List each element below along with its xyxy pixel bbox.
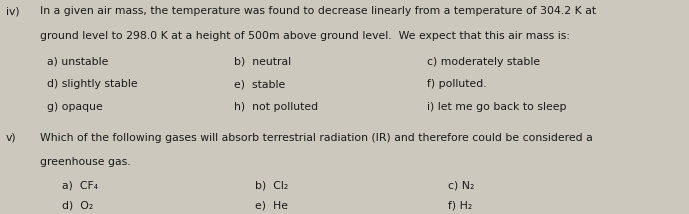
Text: c) moderately stable: c) moderately stable [427,57,540,67]
Text: h)  not polluted: h) not polluted [234,102,318,112]
Text: a)  CF₄: a) CF₄ [62,181,98,191]
Text: Which of the following gases will absorb terrestrial radiation (IR) and therefor: Which of the following gases will absorb… [40,133,593,143]
Text: g) opaque: g) opaque [47,102,103,112]
Text: f) H₂: f) H₂ [448,200,472,210]
Text: d) slightly stable: d) slightly stable [47,79,138,89]
Text: f) polluted.: f) polluted. [427,79,487,89]
Text: In a given air mass, the temperature was found to decrease linearly from a tempe: In a given air mass, the temperature was… [40,6,596,16]
Text: c) N₂: c) N₂ [448,181,474,191]
Text: v): v) [6,133,16,143]
Text: b)  neutral: b) neutral [234,57,291,67]
Text: iv): iv) [6,6,19,16]
Text: a) unstable: a) unstable [47,57,108,67]
Text: i) let me go back to sleep: i) let me go back to sleep [427,102,566,112]
Text: b)  Cl₂: b) Cl₂ [255,181,288,191]
Text: e)  stable: e) stable [234,79,285,89]
Text: d)  O₂: d) O₂ [62,200,93,210]
Text: greenhouse gas.: greenhouse gas. [40,157,131,167]
Text: e)  He: e) He [255,200,288,210]
Text: ground level to 298.0 K at a height of 500m above ground level.  We expect that : ground level to 298.0 K at a height of 5… [40,31,570,41]
